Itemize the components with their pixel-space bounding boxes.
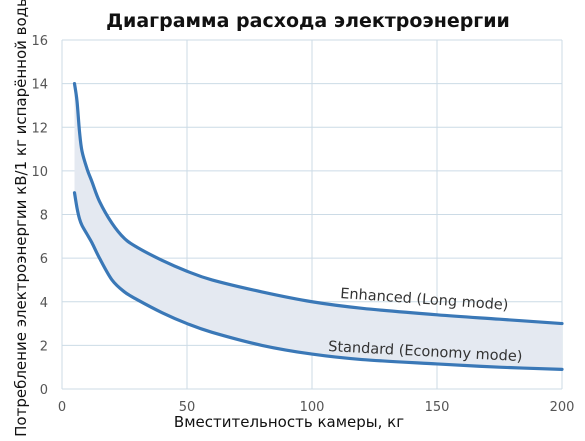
chart-title: Диаграмма расхода электроэнергии [106, 10, 510, 32]
y-tick-label-3: 6 [40, 252, 48, 267]
y-tick-label-1: 2 [40, 339, 48, 354]
series-lines [72, 82, 564, 371]
x-tick-label-3: 150 [425, 400, 450, 415]
series-line-1 [72, 191, 564, 371]
x-axis-label: Вместительность камеры, кг [174, 413, 404, 431]
band-between-series [74, 83, 562, 370]
x-tick-label-0: 0 [58, 400, 66, 415]
y-axis-label: Потребление электроэнергии кВ/1 кг испар… [12, 0, 30, 437]
x-tick-label-4: 200 [550, 400, 575, 415]
x-tick-label-2: 100 [300, 400, 325, 415]
series-line-0 [72, 82, 564, 326]
y-ticks: 0 2 4 6 8 10 12 14 16 [31, 34, 48, 398]
y-tick-label-7: 14 [31, 78, 48, 93]
y-tick-label-8: 16 [31, 34, 48, 49]
x-ticks: 0 50 100 150 200 [58, 400, 575, 415]
y-tick-label-2: 4 [40, 296, 48, 311]
y-tick-label-5: 10 [31, 165, 48, 180]
y-tick-label-4: 8 [40, 209, 48, 224]
y-tick-label-0: 0 [40, 383, 48, 398]
y-tick-label-6: 12 [31, 121, 48, 136]
x-tick-label-1: 50 [179, 400, 196, 415]
